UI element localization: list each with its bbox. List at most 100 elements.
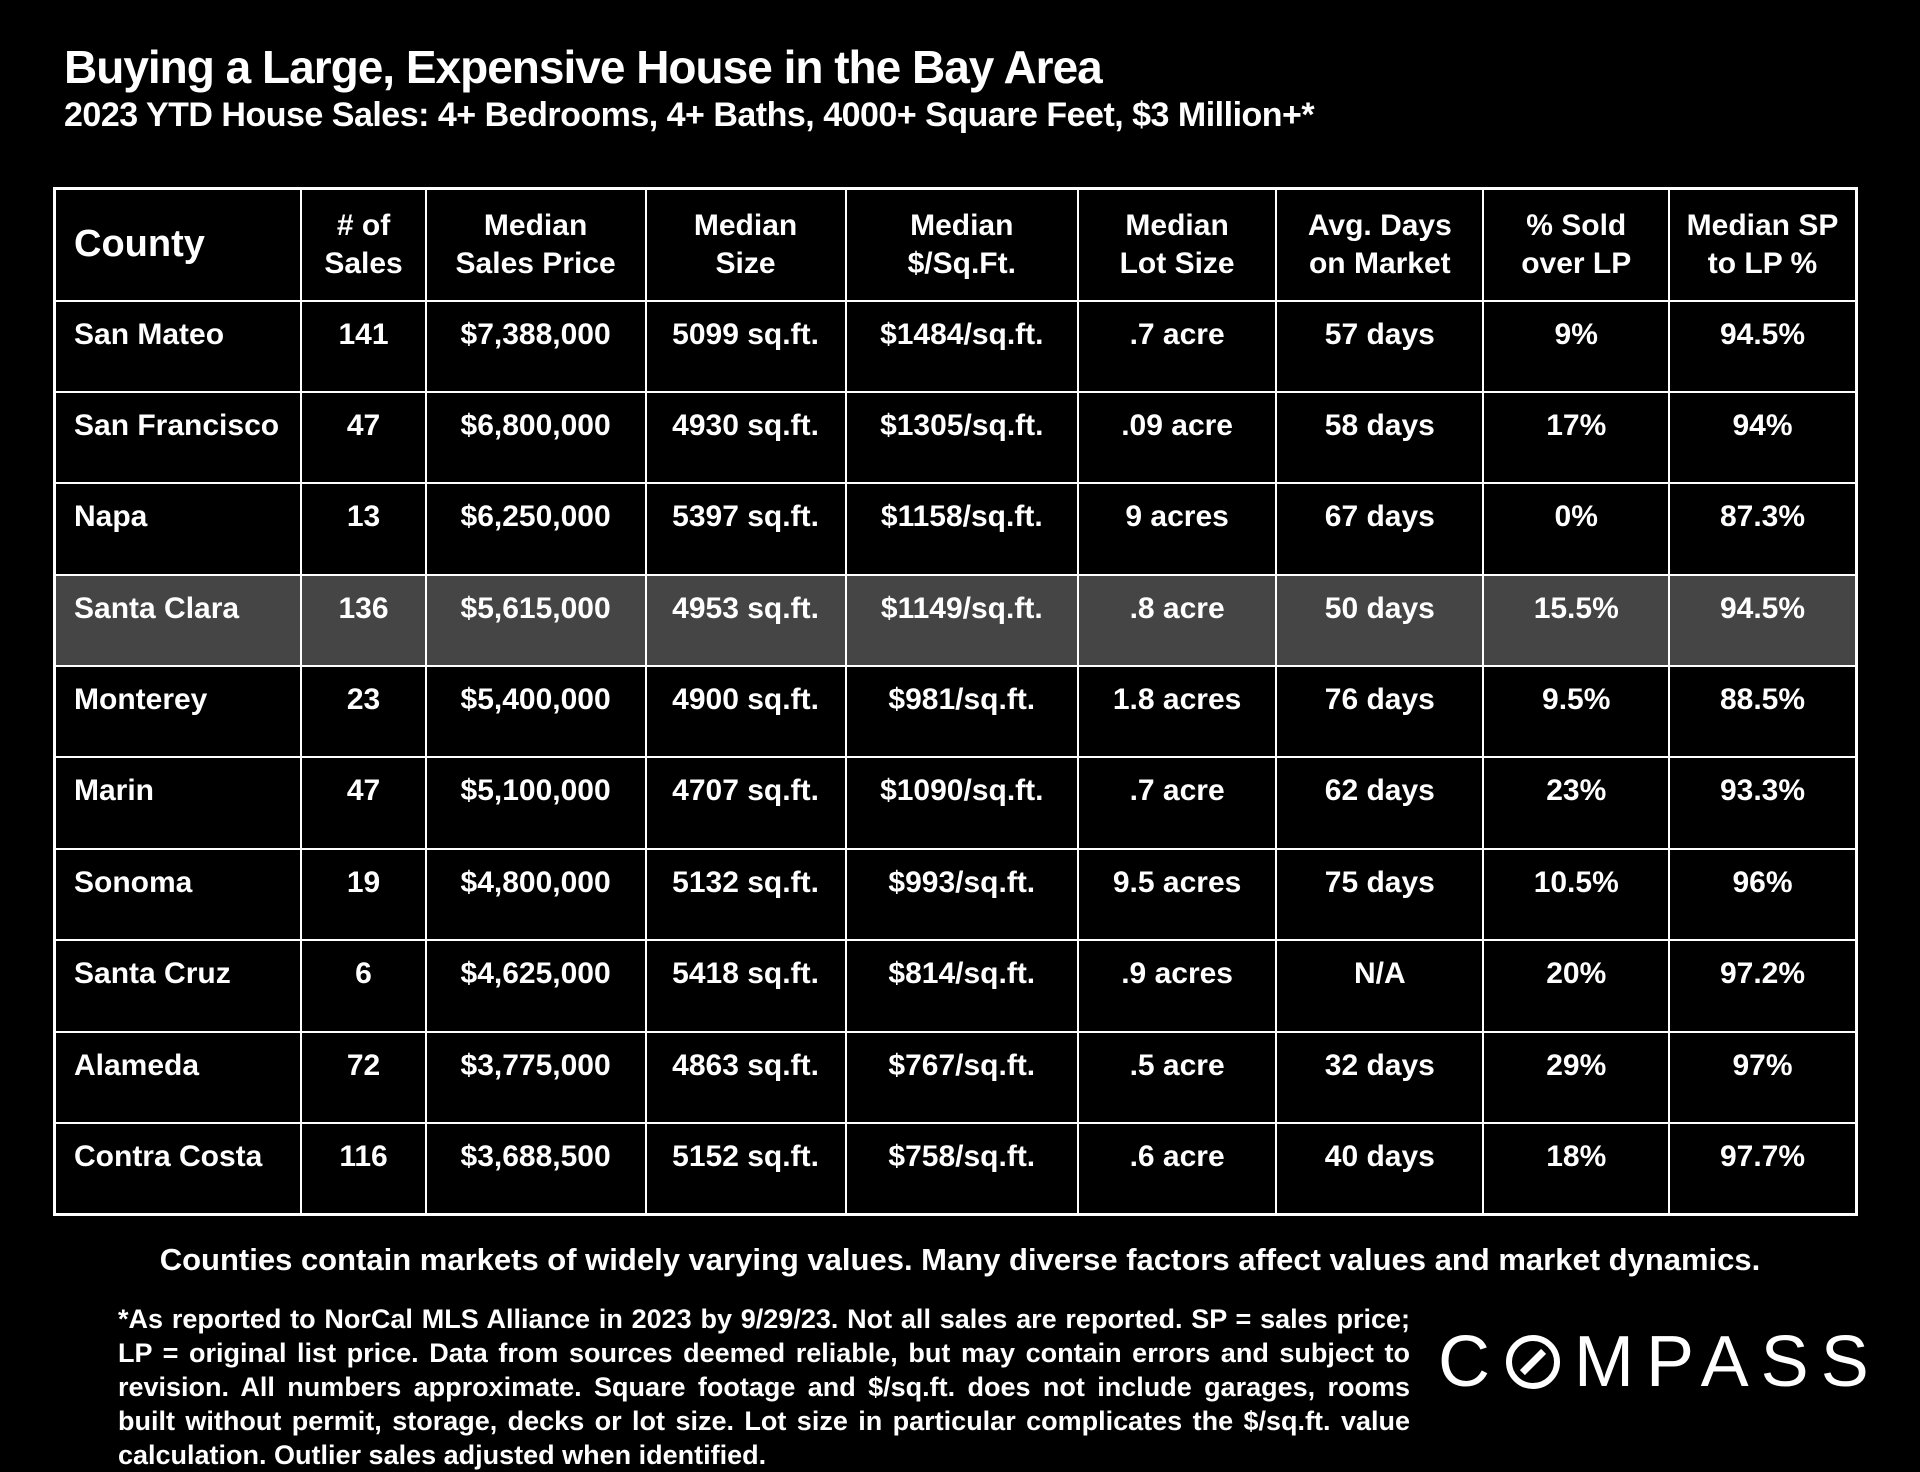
page-subtitle: 2023 YTD House Sales: 4+ Bedrooms, 4+ Ba… xyxy=(64,96,1315,134)
value-cell: 5099 sq.ft. xyxy=(644,299,847,393)
value-cell: .7 acre xyxy=(1076,299,1278,393)
county-cell: Santa Clara xyxy=(53,573,303,668)
value-cell: 4953 sq.ft. xyxy=(644,573,847,668)
sales-table: County # of Sales Median Sales Price Median Si… xyxy=(53,187,1858,1216)
value-cell: 17% xyxy=(1482,390,1671,485)
table-row-napa: Napa 13 $6,250,000 5397 sq.ft. $1158/sq.ft. 9… xyxy=(53,482,1858,576)
value-cell: $993/sq.ft. xyxy=(844,847,1080,942)
county-cell: Alameda xyxy=(53,1030,303,1125)
value-cell: 76 days xyxy=(1275,665,1485,759)
value-cell: .09 acre xyxy=(1076,390,1278,485)
compass-needle-slash xyxy=(1519,1348,1547,1376)
value-cell: 23 xyxy=(300,665,427,759)
value-cell: 136 xyxy=(300,573,427,668)
value-cell: 97% xyxy=(1668,1030,1858,1125)
value-cell: 96% xyxy=(1668,847,1858,942)
value-cell: 40 days xyxy=(1275,1122,1485,1216)
county-cell: Sonoma xyxy=(53,847,303,942)
page-title: Buying a Large, Expensive House in the B… xyxy=(64,41,1103,93)
value-cell: 9.5 acres xyxy=(1076,847,1278,942)
header-row: County # of Sales Median Sales Price Median Si… xyxy=(53,187,1858,302)
value-cell: 47 xyxy=(300,756,427,850)
value-cell: .9 acres xyxy=(1076,939,1278,1033)
footer-note: Counties contain markets of widely varyi… xyxy=(159,1242,1761,1277)
value-cell: .7 acre xyxy=(1076,756,1278,850)
column-header-median-size: Median Size xyxy=(644,187,847,302)
value-cell: 57 days xyxy=(1275,299,1485,393)
value-cell: $7,388,000 xyxy=(424,299,647,393)
value-cell: $4,625,000 xyxy=(424,939,647,1033)
value-cell: $814/sq.ft. xyxy=(844,939,1080,1033)
value-cell: $4,800,000 xyxy=(424,847,647,942)
table-row-monterey: Monterey 23 $5,400,000 4900 sq.ft. $981/sq.f… xyxy=(53,665,1858,759)
compass-slashed-o-icon xyxy=(1506,1335,1560,1389)
county-cell: Marin xyxy=(53,756,303,850)
value-cell: 87.3% xyxy=(1668,482,1858,576)
value-cell: $1149/sq.ft. xyxy=(844,573,1080,668)
value-cell: 47 xyxy=(300,390,427,485)
value-cell: 88.5% xyxy=(1668,665,1858,759)
county-cell: Contra Costa xyxy=(53,1122,303,1216)
value-cell: .6 acre xyxy=(1076,1122,1278,1216)
table-row-santa-clara: Santa Clara 136 $5,615,000 4953 sq.ft. $1149… xyxy=(53,573,1858,668)
value-cell: 15.5% xyxy=(1482,573,1671,668)
value-cell: 116 xyxy=(300,1122,427,1216)
compass-logo-suffix: MPASS xyxy=(1574,1322,1881,1402)
column-header-county: County xyxy=(53,187,303,302)
column-header-avg-days-on-market: Avg. Days on Market xyxy=(1275,187,1485,302)
county-cell: Santa Cruz xyxy=(53,939,303,1033)
value-cell: 13 xyxy=(300,482,427,576)
county-cell: San Mateo xyxy=(53,299,303,393)
value-cell: 62 days xyxy=(1275,756,1485,850)
value-cell: 5132 sq.ft. xyxy=(644,847,847,942)
value-cell: 94% xyxy=(1668,390,1858,485)
table-row-san-mateo: San Mateo 141 $7,388,000 5099 sq.ft. $1484/s… xyxy=(53,299,1858,393)
value-cell: $1305/sq.ft. xyxy=(844,390,1080,485)
value-cell: 94.5% xyxy=(1668,573,1858,668)
value-cell: 9% xyxy=(1482,299,1671,393)
column-header-sold-over-lp: % Sold over LP xyxy=(1482,187,1671,302)
column-header-median-sq-ft: Median $/Sq.Ft. xyxy=(844,187,1080,302)
value-cell: 97.7% xyxy=(1668,1122,1858,1216)
value-cell: 1.8 acres xyxy=(1076,665,1278,759)
value-cell: 75 days xyxy=(1275,847,1485,942)
value-cell: 4900 sq.ft. xyxy=(644,665,847,759)
value-cell: 97.2% xyxy=(1668,939,1858,1033)
value-cell: $767/sq.ft. xyxy=(844,1030,1080,1125)
value-cell: 72 xyxy=(300,1030,427,1125)
value-cell: $5,615,000 xyxy=(424,573,647,668)
value-cell: $1090/sq.ft. xyxy=(844,756,1080,850)
table-body: San Mateo 141 $7,388,000 5099 sq.ft. $1484/s… xyxy=(53,299,1858,1216)
table-row-san-francisco: San Francisco 47 $6,800,000 4930 sq.ft. $130… xyxy=(53,390,1858,485)
column-header-of-sales: # of Sales xyxy=(300,187,427,302)
column-header-median-sp-to-lp: Median SP to LP % xyxy=(1668,187,1858,302)
value-cell: 141 xyxy=(300,299,427,393)
value-cell: $1158/sq.ft. xyxy=(844,482,1080,576)
value-cell: $6,250,000 xyxy=(424,482,647,576)
value-cell: 93.3% xyxy=(1668,756,1858,850)
table-row-alameda: Alameda 72 $3,775,000 4863 sq.ft. $767/sq.ft… xyxy=(53,1030,1858,1125)
compass-logo-prefix: C xyxy=(1438,1322,1502,1402)
value-cell: $5,100,000 xyxy=(424,756,647,850)
value-cell: 0% xyxy=(1482,482,1671,576)
county-cell: San Francisco xyxy=(53,390,303,485)
value-cell: $758/sq.ft. xyxy=(844,1122,1080,1216)
value-cell: $3,775,000 xyxy=(424,1030,647,1125)
county-cell: Napa xyxy=(53,482,303,576)
value-cell: 50 days xyxy=(1275,573,1485,668)
value-cell: $1484/sq.ft. xyxy=(844,299,1080,393)
value-cell: $3,688,500 xyxy=(424,1122,647,1216)
value-cell: 6 xyxy=(300,939,427,1033)
compass-logo: C MPASS xyxy=(1438,1326,1881,1398)
table-row-marin: Marin 47 $5,100,000 4707 sq.ft. $1090/sq.ft.… xyxy=(53,756,1858,850)
value-cell: 29% xyxy=(1482,1030,1671,1125)
value-cell: 67 days xyxy=(1275,482,1485,576)
table-row-santa-cruz: Santa Cruz 6 $4,625,000 5418 sq.ft. $814/sq.… xyxy=(53,939,1858,1033)
value-cell: 9.5% xyxy=(1482,665,1671,759)
value-cell: 32 days xyxy=(1275,1030,1485,1125)
value-cell: 9 acres xyxy=(1076,482,1278,576)
table-row-contra-costa: Contra Costa 116 $3,688,500 5152 sq.ft. $758… xyxy=(53,1122,1858,1216)
value-cell: 58 days xyxy=(1275,390,1485,485)
value-cell: N/A xyxy=(1275,939,1485,1033)
value-cell: .8 acre xyxy=(1076,573,1278,668)
